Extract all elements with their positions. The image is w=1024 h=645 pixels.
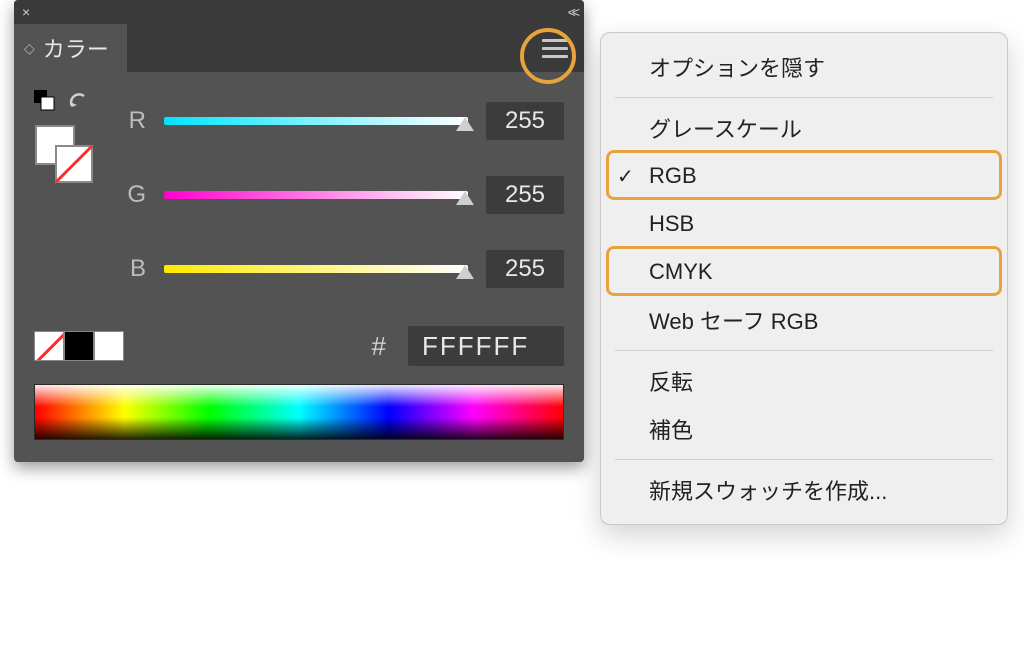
- slider-track-r[interactable]: [164, 117, 468, 125]
- panel-body: R 255 G 255 B 255 # FFFFFF: [14, 72, 584, 462]
- tab-grip-icon: ◇: [24, 40, 35, 57]
- slider-track-b[interactable]: [164, 265, 468, 273]
- menu-item-5[interactable]: Web セーフ RGB: [601, 296, 1007, 344]
- channel-value-g[interactable]: 255: [486, 176, 564, 214]
- preset-black[interactable]: [64, 331, 94, 361]
- menu-item-label: HSB: [649, 211, 694, 237]
- channel-value-r[interactable]: 255: [486, 102, 564, 140]
- menu-item-2[interactable]: ✓ RGB: [601, 152, 1007, 200]
- color-panel: × << ◇ カラー R 255 G 255 B: [14, 0, 584, 462]
- slider-row-g: G 255: [124, 176, 564, 214]
- slider-row-b: B 255: [124, 250, 564, 288]
- menu-item-8[interactable]: 新規スウォッチを作成...: [601, 466, 1007, 514]
- panel-menu-button[interactable]: [536, 33, 574, 63]
- slider-handle-r[interactable]: [456, 117, 474, 131]
- preset-swatches: [34, 331, 124, 361]
- slider-handle-b[interactable]: [456, 265, 474, 279]
- swatch-column: [34, 90, 112, 184]
- menu-separator: [615, 459, 993, 460]
- menu-item-label: 反転: [649, 365, 693, 397]
- menu-item-0[interactable]: オプションを隠す: [601, 43, 1007, 91]
- preset-none[interactable]: [34, 331, 64, 361]
- menu-item-4[interactable]: CMYK: [601, 248, 1007, 296]
- color-spectrum[interactable]: [34, 384, 564, 440]
- collapse-icon[interactable]: <<: [568, 4, 576, 20]
- menu-separator: [615, 97, 993, 98]
- menu-item-7[interactable]: 補色: [601, 405, 1007, 453]
- menu-item-1[interactable]: グレースケール: [601, 104, 1007, 152]
- menu-item-label: RGB: [649, 163, 697, 189]
- hex-input[interactable]: FFFFFF: [408, 326, 564, 366]
- menu-item-3[interactable]: HSB: [601, 200, 1007, 248]
- channel-label-g: G: [124, 181, 146, 209]
- channel-value-b[interactable]: 255: [486, 250, 564, 288]
- hex-row: # FFFFFF: [34, 326, 564, 366]
- menu-item-label: Web セーフ RGB: [649, 304, 818, 336]
- close-icon[interactable]: ×: [22, 4, 30, 20]
- menu-item-label: CMYK: [649, 259, 713, 285]
- slider-track-g[interactable]: [164, 191, 468, 199]
- tab-label: カラー: [43, 32, 109, 64]
- menu-item-label: オプションを隠す: [649, 51, 825, 83]
- menu-item-label: 補色: [649, 413, 693, 445]
- slider-group: R 255 G 255 B 255: [124, 102, 564, 288]
- menu-item-6[interactable]: 反転: [601, 357, 1007, 405]
- hex-hash-label: #: [372, 331, 386, 362]
- panel-dropdown-menu: オプションを隠すグレースケール ✓ RGB HSB CMYK Web セーフ RGB 反転補…: [600, 32, 1008, 525]
- fill-stroke-mini-icon[interactable]: [34, 90, 56, 112]
- channel-label-b: B: [124, 255, 146, 283]
- menu-separator: [615, 350, 993, 351]
- panel-tabrow: ◇ カラー: [14, 24, 584, 72]
- menu-item-label: 新規スウォッチを作成...: [649, 474, 887, 506]
- panel-titlebar: × <<: [14, 0, 584, 24]
- slider-row-r: R 255: [124, 102, 564, 140]
- swap-icon[interactable]: [68, 90, 90, 112]
- menu-item-label: グレースケール: [649, 112, 802, 144]
- tab-color[interactable]: ◇ カラー: [14, 24, 127, 72]
- preset-white[interactable]: [94, 331, 124, 361]
- fill-stroke-swatch-icon[interactable]: [34, 124, 94, 184]
- hex-value: FFFFFF: [422, 331, 529, 362]
- check-icon: ✓: [617, 164, 634, 189]
- channel-label-r: R: [124, 107, 146, 135]
- slider-handle-g[interactable]: [456, 191, 474, 205]
